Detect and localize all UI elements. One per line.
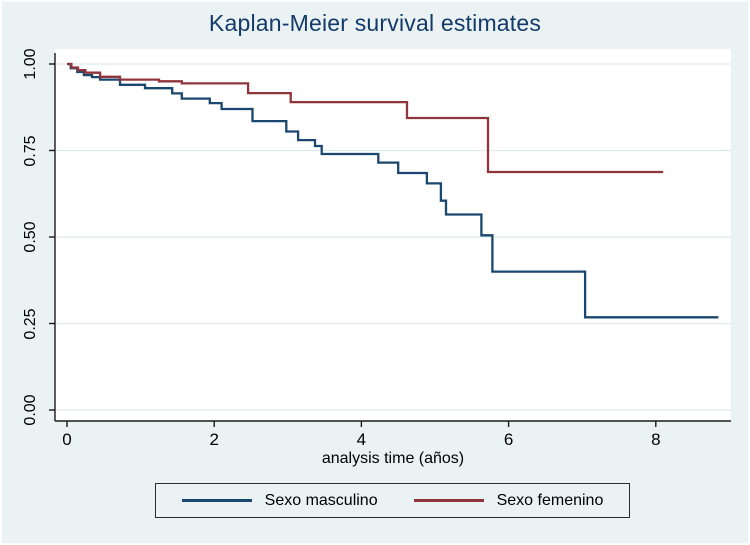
- legend-entry-femenino: Sexo femenino: [413, 491, 604, 510]
- curve-sexo-femenino: [67, 62, 664, 174]
- curve-sexo-masculino: [67, 62, 719, 319]
- x-tick-label-8: 8: [651, 430, 661, 449]
- plot-area: [55, 49, 731, 421]
- legend-label-femenino: Sexo femenino: [496, 491, 604, 509]
- legend-entry-masculino: Sexo masculino: [181, 491, 378, 510]
- y-tick-label-0.75: 0.75: [22, 134, 39, 167]
- axes: [49, 53, 731, 427]
- x-tick-label-0: 0: [62, 430, 72, 449]
- legend-label-masculino: Sexo masculino: [264, 491, 378, 509]
- x-axis-title: analysis time (años): [321, 450, 465, 467]
- y-tick-label-0.50: 0.50: [22, 221, 39, 253]
- y-tick-label-0.25: 0.25: [22, 307, 39, 340]
- x-tick-label-4: 4: [356, 430, 367, 449]
- legend: Sexo masculino Sexo femenino: [155, 483, 630, 518]
- x-tick-label-6: 6: [503, 430, 514, 449]
- masculino-line-swatch: [181, 499, 252, 502]
- y-tick-label-0.00: 0.00: [22, 394, 39, 426]
- x-tick-label-2: 2: [209, 430, 219, 449]
- gridlines: [56, 63, 731, 411]
- chart-title: Kaplan-Meier survival estimates: [208, 10, 542, 36]
- survival-curves: [67, 62, 719, 319]
- y-tick-label-1.00: 1.00: [22, 48, 39, 80]
- femenino-line-swatch: [413, 499, 484, 502]
